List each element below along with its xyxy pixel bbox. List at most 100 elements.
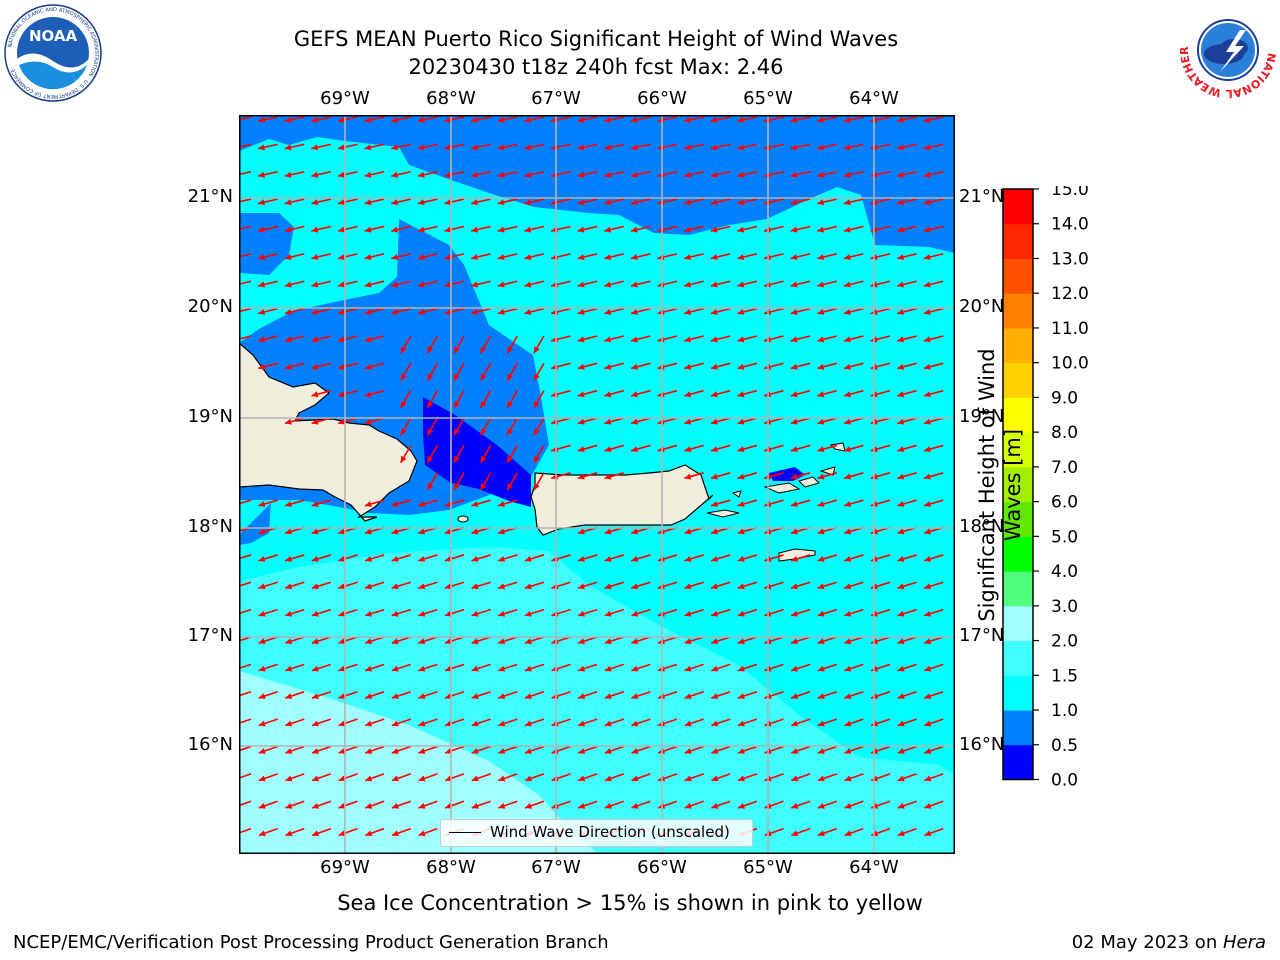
wind-wave-arrow-head <box>631 748 639 754</box>
wind-wave-arrow-head <box>737 610 745 617</box>
wind-wave-arrow-head <box>684 528 692 535</box>
wave-band-0-5-1-0 <box>239 115 955 253</box>
wind-wave-arrow-head <box>737 693 745 699</box>
wind-wave-arrow-head <box>391 226 399 233</box>
wind-wave-arrow-head <box>817 693 825 699</box>
wind-wave-arrow-head <box>604 226 612 233</box>
wind-wave-arrow-head <box>524 748 532 754</box>
wind-wave-arrow-head <box>417 171 425 178</box>
wind-wave-arrow-head <box>365 583 372 590</box>
wind-wave-arrow-head <box>924 638 932 645</box>
wind-wave-arrow-head <box>258 116 265 123</box>
wind-wave-arrow-head <box>817 336 825 343</box>
wind-wave-arrow-head <box>817 116 824 123</box>
wind-wave-arrow-head <box>471 254 479 261</box>
wind-wave-arrow <box>239 307 252 313</box>
wave-band-0-0-5 <box>423 397 531 507</box>
wind-wave-arrow-head <box>897 446 905 453</box>
wind-wave-arrow-head <box>338 748 346 754</box>
wind-wave-arrow-head <box>311 281 319 288</box>
wind-wave-arrow-head <box>817 171 825 178</box>
wind-wave-arrow-head <box>364 199 372 206</box>
wind-wave-arrow-head <box>817 528 825 535</box>
wind-wave-arrow-head <box>817 281 825 288</box>
wind-wave-arrow-head <box>417 281 425 288</box>
wind-wave-arrow-head <box>258 501 266 507</box>
wind-wave-arrow-head <box>524 226 532 233</box>
wind-wave-arrow-head <box>578 802 586 809</box>
wind-wave-arrow-head <box>897 391 905 398</box>
wind-wave-arrow-head <box>817 610 825 617</box>
wind-wave-arrow-head <box>923 171 931 178</box>
wind-wave-arrow-head <box>338 254 345 261</box>
wind-wave-arrow-head <box>258 336 266 343</box>
wind-wave-arrow-head <box>391 116 398 123</box>
wind-wave-arrow-head <box>364 281 372 288</box>
wind-wave-arrow-head <box>471 720 479 727</box>
wind-wave-arrow-head <box>710 363 718 370</box>
wind-wave-arrow-head <box>790 473 798 480</box>
wind-wave-arrow-head <box>391 830 399 837</box>
wind-wave-arrow-head <box>791 748 799 754</box>
wind-wave-arrow <box>239 280 252 285</box>
wind-wave-arrow-head <box>498 802 506 809</box>
wind-wave-arrow-head <box>498 665 506 672</box>
wind-wave-arrow-head <box>684 583 692 590</box>
wind-wave-arrow-head <box>311 501 319 507</box>
wind-wave-arrow-head <box>684 391 692 398</box>
wind-wave-arrow-head <box>498 528 505 535</box>
wind-wave-arrow-head <box>364 391 372 398</box>
colorbar-swatch <box>1003 258 1033 294</box>
wind-wave-arrow-head <box>364 116 372 123</box>
wind-wave-arrow-head <box>737 226 745 233</box>
wind-wave-arrow-head <box>897 638 905 645</box>
wind-wave-arrow-head <box>684 638 692 645</box>
wind-wave-arrow-head <box>497 199 505 206</box>
wind-wave-arrow-head <box>533 455 540 463</box>
wind-wave-arrow-head <box>844 830 852 837</box>
wind-wave-arrow-head <box>897 418 905 425</box>
wind-wave-arrow-head <box>258 199 265 206</box>
legend: Wind Wave Direction (unscaled) <box>440 819 753 847</box>
wind-wave-arrow-head <box>418 665 426 672</box>
wind-wave-arrow-head <box>578 693 586 699</box>
wind-wave-arrow-head <box>498 583 506 590</box>
wind-wave-arrow-head <box>844 363 851 370</box>
wind-wave-arrow-head <box>817 144 825 151</box>
wind-wave-arrow-head <box>844 391 851 398</box>
wind-wave-arrow-head <box>791 583 798 590</box>
wind-wave-arrow-head <box>427 428 434 436</box>
wind-wave-arrow <box>239 499 252 505</box>
wind-wave-arrow-head <box>312 830 320 837</box>
colorbar-tick-label: 6.0 <box>1051 493 1078 513</box>
wind-wave-arrow-head <box>817 363 825 370</box>
wind-wave-arrow-head <box>285 528 292 535</box>
wind-wave-arrow-head <box>924 720 932 727</box>
wind-wave-arrow-head <box>711 528 718 535</box>
wind-wave-arrow-head <box>684 144 691 151</box>
wind-wave-arrow-head <box>710 281 718 288</box>
wind-wave-arrow-head <box>604 171 612 178</box>
wind-wave-arrow-head <box>525 802 532 809</box>
wind-wave-arrow-head <box>471 116 478 123</box>
wind-wave-arrow-head <box>444 638 452 645</box>
wind-wave-arrow-head <box>844 418 851 425</box>
wind-wave-arrow-head <box>284 363 292 370</box>
hispaniola-land <box>239 342 418 522</box>
map-panel <box>239 115 955 854</box>
wind-wave-arrow-head <box>923 418 931 425</box>
wind-wave-arrow-head <box>453 428 460 436</box>
st-thomas-land <box>763 482 801 494</box>
lon-label-top-66w: 66°W <box>637 88 687 109</box>
wind-wave-arrow-head <box>684 748 692 754</box>
wind-wave-arrow-head <box>391 583 399 590</box>
wind-wave-arrow-head <box>418 775 426 782</box>
wind-wave-arrow-head <box>631 555 639 562</box>
wind-wave-arrow-head <box>844 665 852 672</box>
wind-wave-arrow-head <box>364 144 372 151</box>
wind-wave-arrow-head <box>737 116 745 123</box>
colorbar-swatch <box>1003 571 1033 607</box>
lon-label-bottom-68w: 68°W <box>426 857 476 878</box>
wind-wave-arrow-head <box>684 308 692 315</box>
wind-wave-arrow-head <box>533 483 540 491</box>
